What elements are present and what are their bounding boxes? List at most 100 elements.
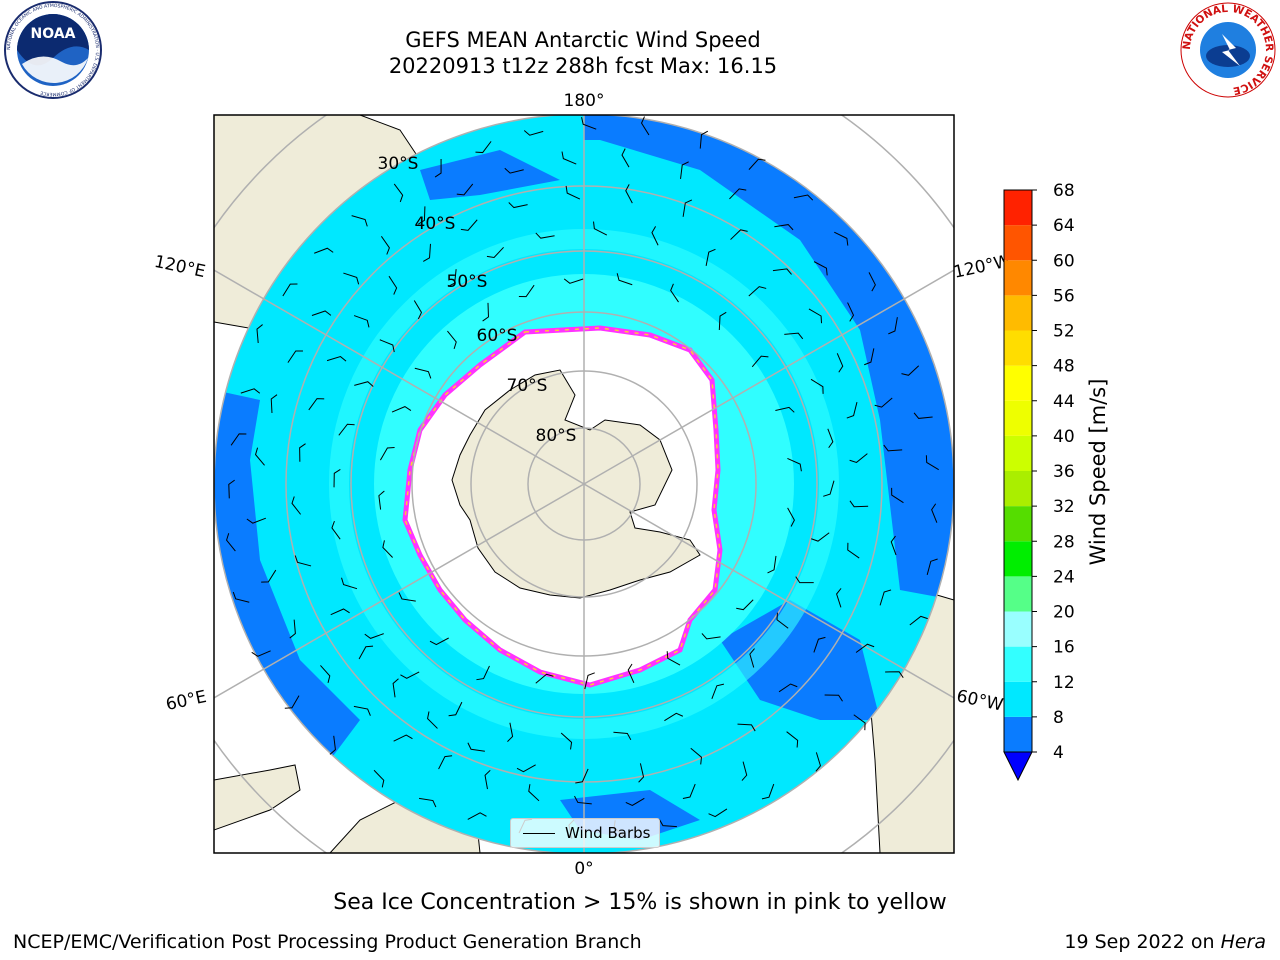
wind-barb xyxy=(874,397,893,408)
lat-label-30s: 30°S xyxy=(378,154,419,174)
wind-barb xyxy=(708,808,728,818)
wind-barb xyxy=(379,447,395,461)
wind-barb xyxy=(891,487,904,504)
wind-barb xyxy=(883,444,903,452)
wind-barb xyxy=(925,455,939,471)
wind-barb xyxy=(575,768,589,784)
wind-barb xyxy=(772,268,792,275)
wind-barb xyxy=(448,269,457,287)
wind-barb xyxy=(284,695,300,709)
wind-barb xyxy=(680,161,689,179)
colorbar-segment xyxy=(1004,716,1032,752)
wind-barb xyxy=(518,284,535,298)
wind-barb xyxy=(711,683,725,700)
wind-barb xyxy=(379,339,395,353)
wind-barb xyxy=(593,221,608,236)
wind-barb xyxy=(682,199,693,217)
wind-barb xyxy=(778,683,798,693)
wind-barb xyxy=(584,672,595,690)
wind-barb xyxy=(535,673,554,684)
wind-barb xyxy=(823,480,835,497)
map-frame xyxy=(213,114,955,854)
wind-barb xyxy=(616,273,633,286)
wind-barb xyxy=(658,819,677,828)
colorbar-tick-label: 20 xyxy=(1053,603,1075,623)
wind-barb xyxy=(380,236,390,255)
colorbar-segment xyxy=(1004,260,1032,296)
wind-barb xyxy=(254,447,265,466)
colorbar-tick-label: 40 xyxy=(1053,427,1075,447)
wind-barb xyxy=(331,520,341,540)
wind-barb xyxy=(358,645,374,660)
legend-label: Wind Barbs xyxy=(565,824,651,842)
colorbar-label: Wind Speed [m/s] xyxy=(1086,379,1110,566)
wind-barb xyxy=(508,202,528,209)
wind-barb xyxy=(775,406,795,413)
wind-barb xyxy=(613,731,632,741)
wind-barb xyxy=(574,795,592,805)
wind-barb xyxy=(232,591,250,603)
colorbar-tick-label: 24 xyxy=(1053,567,1075,587)
wind-barb xyxy=(926,558,938,575)
colorbar-segment xyxy=(1004,646,1032,682)
wind-barb xyxy=(931,503,938,523)
colorbar-segment xyxy=(1004,330,1032,366)
wind-barb xyxy=(418,797,437,808)
colorbar-tick-label: 48 xyxy=(1053,357,1075,377)
wind-barb xyxy=(699,130,709,149)
lat-label-40s: 40°S xyxy=(415,214,456,234)
wind-barb xyxy=(621,148,630,168)
wind-barb xyxy=(563,278,584,284)
wind-barb xyxy=(651,226,659,246)
lon-label-60e: 60°E xyxy=(164,687,208,715)
colorbar-segment xyxy=(1004,190,1032,226)
wind-barb xyxy=(627,663,635,684)
wind-barb xyxy=(427,711,438,729)
wind-barb xyxy=(813,636,826,653)
wind-barb xyxy=(855,643,875,653)
wind-barb xyxy=(338,423,355,436)
wind-barb xyxy=(813,261,828,276)
colorbar-tick-label: 12 xyxy=(1053,673,1075,693)
wind-barb xyxy=(774,224,794,231)
wind-barb xyxy=(535,232,555,239)
wind-barb xyxy=(701,633,721,640)
legend-line xyxy=(523,832,555,834)
wind-barb xyxy=(625,797,645,807)
nws-logo: NATIONAL WEATHER SERVICE xyxy=(1178,0,1278,100)
wind-barb xyxy=(353,705,371,716)
wind-barb xyxy=(282,283,298,297)
wind-barb xyxy=(448,701,463,717)
wind-barb xyxy=(382,540,393,558)
wind-barb xyxy=(418,206,426,225)
chart-title: GEFS MEAN Antarctic Wind Speed xyxy=(405,28,761,52)
wind-barb xyxy=(705,248,716,266)
wind-barb xyxy=(353,315,370,328)
wind-barb xyxy=(751,355,769,368)
lat-label-50s: 50°S xyxy=(447,272,488,292)
colorbar-segment xyxy=(1004,295,1032,331)
wind-barb xyxy=(565,185,581,200)
wind-barb xyxy=(888,317,898,335)
wind-barb xyxy=(246,517,267,524)
colorbar-tick-label: 32 xyxy=(1053,497,1075,517)
svg-text:NOAA: NOAA xyxy=(31,26,76,42)
wind-barb xyxy=(414,367,432,379)
wind-barb xyxy=(476,665,490,681)
wind-barb xyxy=(561,151,577,165)
wind-barb xyxy=(748,286,767,297)
wind-barb xyxy=(373,769,385,788)
wind-barb xyxy=(289,619,296,639)
wind-barb xyxy=(890,535,897,556)
wind-barb xyxy=(824,694,843,702)
wind-barb xyxy=(393,183,404,203)
wind-barb xyxy=(787,457,802,472)
graticule xyxy=(214,115,954,853)
wind-barb xyxy=(864,348,875,366)
wind-barb xyxy=(560,732,573,750)
wind-barb xyxy=(333,469,341,488)
colorbar-segment xyxy=(1004,681,1032,717)
wind-barb xyxy=(847,302,855,322)
wind-barb xyxy=(776,612,789,629)
